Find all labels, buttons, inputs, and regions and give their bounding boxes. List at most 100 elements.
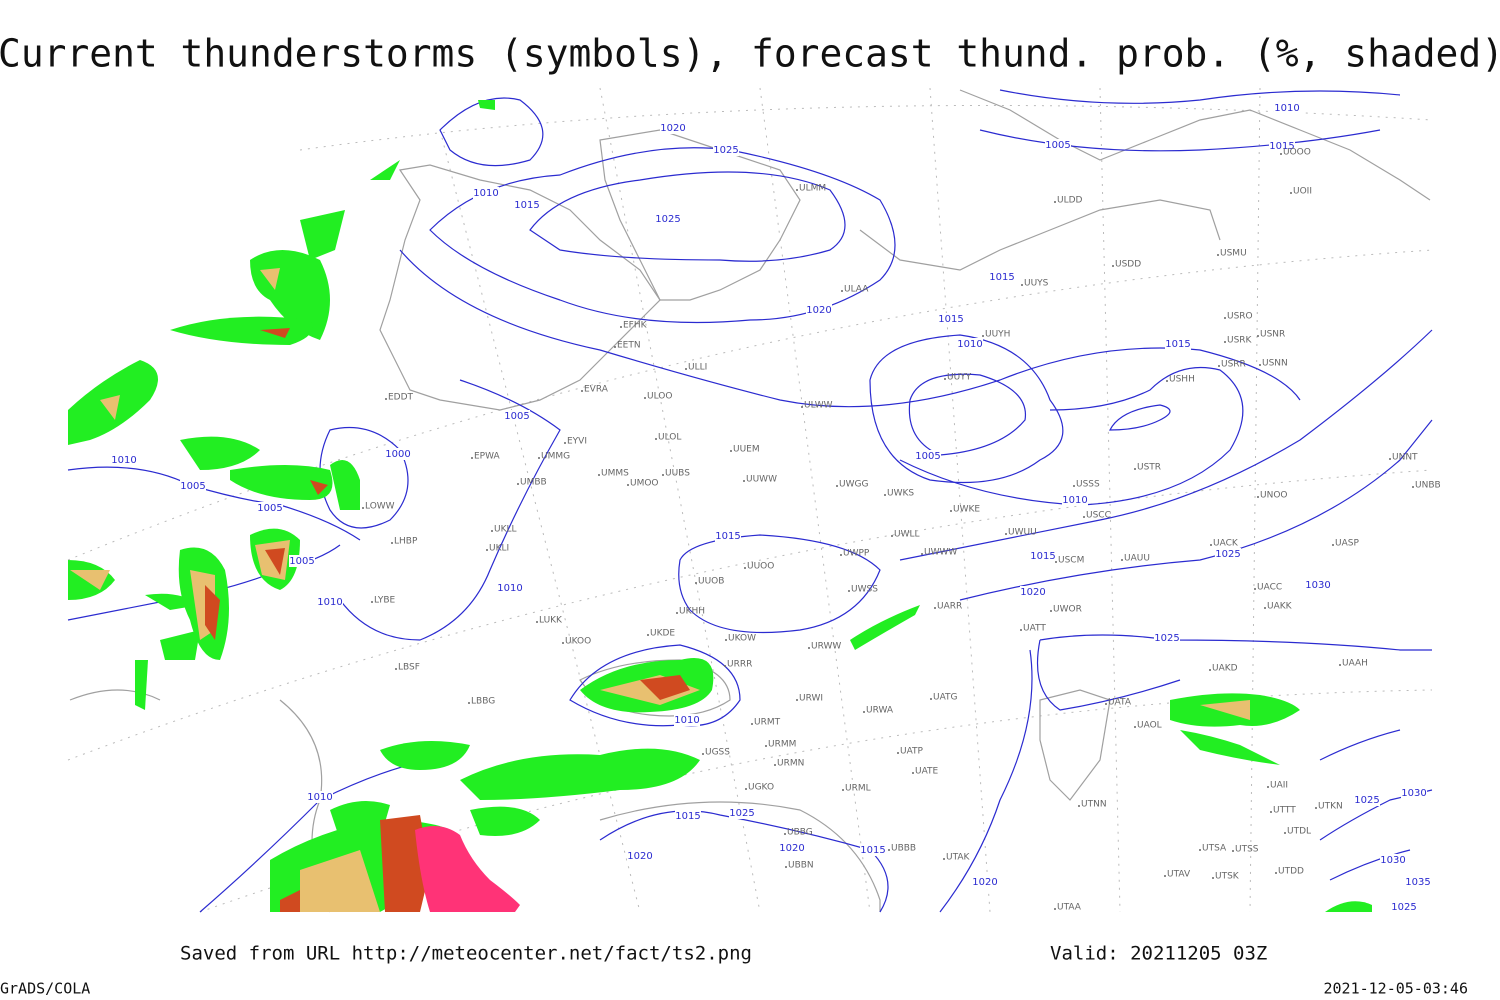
isobar-label: 1025: [1215, 549, 1240, 560]
station-label: ULMM: [799, 184, 826, 194]
station-dot: [362, 507, 364, 509]
station-dot: [695, 582, 697, 584]
station-dot: [1315, 807, 1317, 809]
isobar-label: 1030: [1380, 855, 1405, 866]
station-label: UOOO: [1283, 148, 1311, 158]
station-dot: [1078, 805, 1080, 807]
station-dot: [1389, 458, 1391, 460]
station-dot: [468, 702, 470, 704]
isobar-label-bg: [1154, 632, 1180, 644]
station-label: UUYY: [947, 373, 972, 383]
station-dot: [944, 378, 946, 380]
station-dot: [912, 772, 914, 774]
station-dot: [950, 510, 952, 512]
station-label: UTNN: [1081, 800, 1107, 810]
isobar-label: 1025: [1391, 902, 1416, 913]
station-label: UAII: [1270, 781, 1288, 791]
station-dot: [1210, 544, 1212, 546]
isobar-label-bg: [806, 304, 832, 316]
station-label: UTDL: [1287, 827, 1311, 837]
station-dot: [842, 789, 844, 791]
isobar-label: 1020: [779, 843, 804, 854]
isobar-label-bg: [675, 810, 701, 822]
isobar-label: 1010: [1274, 103, 1299, 114]
station-label: UUOB: [698, 577, 724, 587]
station-dot: [863, 711, 865, 713]
isobar-label: 1025: [729, 808, 754, 819]
station-dot: [897, 752, 899, 754]
station-dot: [943, 858, 945, 860]
station-label: UNNT: [1392, 453, 1418, 463]
station-dot: [1054, 908, 1056, 910]
station-dot: [395, 668, 397, 670]
station-label: URWW: [811, 642, 841, 652]
isobar-label: 1010: [674, 715, 699, 726]
station-label: UKLI: [489, 544, 509, 554]
isobar-label: 1010: [317, 597, 342, 608]
station-label: UKOW: [728, 634, 756, 644]
station-label: UTAV: [1167, 870, 1191, 880]
station-label: USMU: [1220, 249, 1247, 259]
station-dot: [930, 698, 932, 700]
isobar-label-bg: [1269, 140, 1295, 152]
station-label: UTAK: [946, 853, 971, 863]
station-label: UNBB: [1415, 481, 1441, 491]
station-dot: [725, 639, 727, 641]
isobar-label: 1010: [111, 455, 136, 466]
station-label: UGSS: [705, 748, 730, 758]
station-dot: [1412, 486, 1414, 488]
station-label: UOII: [1293, 187, 1312, 197]
station-label: UASP: [1335, 539, 1359, 549]
station-label: UKOO: [565, 637, 591, 647]
station-label: UTSS: [1235, 845, 1259, 855]
station-dot: [620, 326, 622, 328]
station-label: UTTT: [1273, 806, 1296, 816]
station-dot: [486, 549, 488, 551]
station-label: UAAH: [1342, 659, 1368, 669]
isobar-label-bg: [1391, 901, 1417, 913]
station-label: UACC: [1257, 583, 1282, 593]
station-label: USSS: [1076, 480, 1100, 490]
isobar-label-bg: [779, 842, 805, 854]
station-dot: [562, 642, 564, 644]
station-dot: [808, 647, 810, 649]
station-label: UBBB: [891, 844, 916, 854]
station-dot: [1105, 703, 1107, 705]
station-dot: [921, 553, 923, 555]
isobar-label-bg: [1354, 794, 1380, 806]
station-dot: [841, 290, 843, 292]
station-dot: [1083, 516, 1085, 518]
station-dot: [1055, 561, 1057, 563]
isobar-label-bg: [627, 850, 653, 862]
isobars: [67, 89, 1433, 913]
station-label: UTAA: [1057, 903, 1082, 913]
isobar-label-bg: [989, 271, 1015, 283]
probability-shading: [68, 100, 1372, 912]
isobar-label: 1010: [1062, 495, 1087, 506]
station-dot: [1280, 153, 1282, 155]
isobar-label: 1015: [989, 272, 1014, 283]
station-label: UUEM: [733, 445, 760, 455]
isobar-label: 1015: [715, 531, 740, 542]
isobar-label-bg: [660, 122, 686, 134]
isobar-label-bg: [385, 448, 411, 460]
station-dot: [774, 764, 776, 766]
isobar-label-bg: [1045, 139, 1071, 151]
station-dot: [581, 390, 583, 392]
station-label: UUYS: [1024, 279, 1049, 289]
isobar-label: 1020: [806, 305, 831, 316]
station-label: UAKD: [1212, 664, 1238, 674]
station-dot: [982, 335, 984, 337]
station-label: LHBP: [394, 537, 418, 547]
station-label: UKHH: [679, 607, 705, 617]
station-label: UWLL: [894, 530, 920, 540]
station-dot: [1121, 559, 1123, 561]
station-dot: [744, 567, 746, 569]
station-label: LOWW: [365, 502, 395, 512]
station-label: UMOO: [630, 479, 659, 489]
isobar-label: 1010: [473, 188, 498, 199]
isobar-label: 1035: [1405, 877, 1430, 888]
isobar-label-bg: [957, 338, 983, 350]
isobar-label: 1030: [1305, 580, 1330, 591]
station-label: UUOO: [747, 562, 774, 572]
